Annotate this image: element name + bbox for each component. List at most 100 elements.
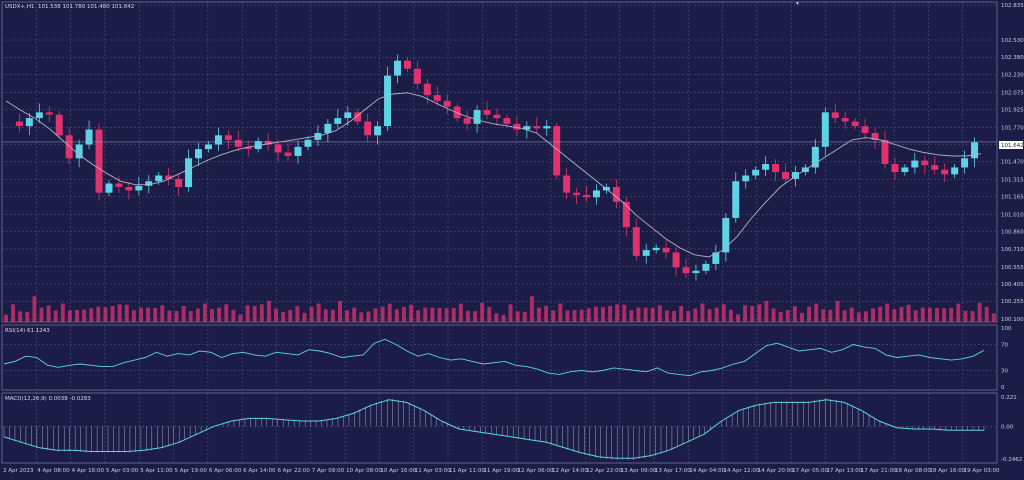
- candle-body: [672, 252, 680, 268]
- candle-body: [533, 126, 541, 129]
- volume-bar: [402, 307, 406, 322]
- time-tick-label: 13 Apr 09:00: [621, 468, 657, 474]
- volume-bar: [359, 312, 364, 322]
- candle-body: [573, 192, 581, 196]
- macd-label: MACD(12,26,9) 0.0038 -0.0283: [5, 396, 91, 402]
- time-tick-label: 13 Apr 17:00: [655, 468, 691, 474]
- volume-bar: [4, 314, 8, 322]
- candle-body: [941, 169, 949, 175]
- volume-bar: [572, 310, 577, 322]
- candle-body: [861, 126, 869, 134]
- volume-bar: [814, 303, 819, 322]
- candle-body: [702, 263, 710, 271]
- volume-bar: [323, 309, 328, 322]
- price-tick-label: 100.100: [1001, 317, 1024, 323]
- volume-bar: [679, 306, 684, 322]
- volume-bar: [210, 309, 215, 322]
- current-price-tag-text: 101.642: [1001, 143, 1024, 149]
- symbol-label: USDX+,H1: [5, 4, 35, 10]
- candle-body: [632, 227, 640, 256]
- price-tick-label: 102.530: [1001, 38, 1024, 44]
- moving-average-line: [5, 92, 982, 258]
- volume-bar: [849, 307, 854, 322]
- price-tick-label: 102.835: [1001, 3, 1024, 9]
- volume-bar: [800, 312, 804, 322]
- volume-bar: [345, 310, 350, 322]
- price-panel[interactable]: 102.835 102.530 102.380 102.230 102.075 101.9…: [1, 1, 1024, 323]
- rsi-panel[interactable]: RSI(14) 61.1243 100 70 30 0: [1, 324, 1012, 391]
- volume-bar: [707, 309, 712, 322]
- volume-bar: [181, 306, 186, 322]
- volume-bar: [309, 306, 314, 322]
- volume-bar: [728, 309, 733, 322]
- volume-bar: [785, 310, 790, 322]
- candle-body: [384, 75, 392, 127]
- candle-body: [115, 183, 123, 187]
- candle-body: [274, 144, 282, 153]
- volume-bar: [231, 309, 236, 322]
- candle-body: [742, 175, 750, 182]
- candle-body: [394, 60, 401, 76]
- volume-bar: [757, 304, 762, 322]
- volume-bar: [743, 305, 748, 322]
- price-axis: 102.835 102.530 102.380 102.230 102.075 101.9…: [1001, 3, 1024, 323]
- candle-body: [135, 185, 143, 191]
- candle-body: [871, 133, 879, 140]
- volume-bar: [473, 311, 477, 322]
- price-tick-label: 101.470: [1001, 160, 1024, 166]
- candle-body: [463, 118, 471, 124]
- candle-body: [971, 142, 979, 159]
- macd-tick-label: 0.221: [1001, 395, 1017, 401]
- volume-bar: [188, 311, 193, 322]
- volume-bar: [579, 309, 584, 322]
- volume-bar: [266, 300, 271, 322]
- volume-bar: [174, 310, 179, 322]
- volume-bar: [856, 312, 861, 322]
- candle-body: [364, 121, 372, 136]
- volume-bar: [281, 311, 286, 322]
- volume-bar: [949, 307, 954, 322]
- volume-bar: [224, 304, 229, 322]
- volume-bar: [153, 307, 158, 322]
- rsi-tick-label: 30: [1001, 369, 1008, 375]
- volume-bar: [558, 303, 563, 322]
- volume-bar: [835, 300, 840, 322]
- candle-body: [841, 118, 849, 122]
- price-tick-label: 102.075: [1001, 90, 1024, 96]
- candle-body: [762, 164, 770, 170]
- candle-body: [921, 160, 929, 166]
- candle-body: [374, 126, 382, 136]
- volume-bar: [124, 304, 129, 322]
- volume-bar: [302, 312, 307, 322]
- candle-body: [583, 195, 591, 198]
- time-tick-label: 5 Apr 03:00: [106, 468, 139, 474]
- volume-bar: [487, 306, 492, 322]
- price-tick-label: 101.770: [1001, 125, 1024, 131]
- time-tick-label: 17 Apr 21:00: [861, 468, 897, 474]
- candle-body: [732, 181, 740, 218]
- volume-bar: [146, 307, 151, 322]
- candle-body: [433, 95, 441, 101]
- candle-body: [35, 112, 43, 119]
- macd-panel[interactable]: MACD(12,26,9) 0.0038 -0.0283 0.221 0.00 -0…: [1, 392, 1022, 464]
- macd-axis: 0.221 0.00 -0.2462: [1001, 395, 1022, 463]
- candlesticks[interactable]: [15, 54, 979, 281]
- candle-body: [264, 141, 272, 145]
- volume-bar: [458, 303, 463, 322]
- time-tick-label: 6 Apr 06:00: [209, 468, 242, 474]
- volume-bar: [529, 296, 534, 322]
- candle-body: [175, 178, 183, 187]
- volume-bar: [537, 307, 541, 322]
- volume-bar: [508, 304, 513, 322]
- volume-bar: [316, 303, 321, 322]
- time-tick-label: 14 Apr 20:00: [758, 468, 794, 474]
- candle-body: [284, 152, 292, 156]
- candle-body: [75, 144, 83, 159]
- volume-bars: [4, 296, 996, 322]
- candle-body: [682, 267, 690, 274]
- time-tick-label: 17 Apr 13:00: [826, 468, 862, 474]
- volume-bar: [67, 310, 72, 322]
- volume-bar: [252, 306, 257, 322]
- chevron-down-icon[interactable]: ▾: [796, 1, 799, 7]
